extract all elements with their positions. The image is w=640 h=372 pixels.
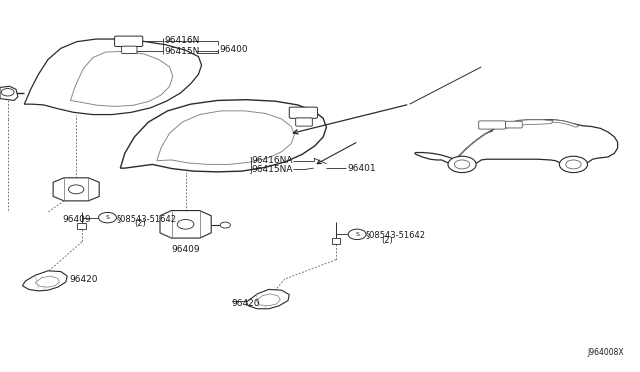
Text: 96415NA: 96415NA [251,165,292,174]
Polygon shape [120,100,326,172]
FancyBboxPatch shape [115,36,143,46]
Text: 96420: 96420 [232,299,260,308]
FancyBboxPatch shape [332,238,340,244]
Circle shape [566,160,581,169]
Circle shape [99,212,116,223]
Text: 96420: 96420 [69,275,98,284]
Polygon shape [256,294,280,306]
Polygon shape [495,120,554,128]
FancyBboxPatch shape [77,223,86,229]
Circle shape [220,222,230,228]
Text: 96409: 96409 [172,246,200,254]
Polygon shape [157,111,294,164]
Polygon shape [460,131,493,155]
Circle shape [68,185,84,194]
FancyBboxPatch shape [289,107,317,118]
Text: (2): (2) [134,219,146,228]
Text: §08543-51642: §08543-51642 [366,231,426,240]
Text: (2): (2) [381,236,393,245]
Circle shape [177,219,194,229]
Text: 96416N: 96416N [164,36,200,45]
Polygon shape [552,120,579,127]
Polygon shape [0,86,18,100]
Text: 96415N: 96415N [164,47,200,56]
Polygon shape [246,289,289,309]
Polygon shape [22,271,67,291]
FancyBboxPatch shape [479,121,506,129]
Text: 96401: 96401 [347,164,376,173]
Circle shape [1,89,14,96]
Text: J964008X: J964008X [588,348,624,357]
Polygon shape [415,120,618,166]
Circle shape [348,229,366,240]
Circle shape [454,160,470,169]
FancyBboxPatch shape [506,121,522,128]
Text: S: S [355,232,359,237]
Polygon shape [35,276,60,287]
Polygon shape [24,39,202,115]
Text: 96409: 96409 [63,215,92,224]
Text: 96416NA: 96416NA [251,156,292,165]
Polygon shape [53,178,99,201]
Polygon shape [70,51,173,106]
Text: S: S [106,215,109,220]
Text: §08543-51642: §08543-51642 [116,214,177,223]
FancyBboxPatch shape [122,46,137,54]
FancyBboxPatch shape [296,118,312,126]
Polygon shape [160,211,211,238]
Circle shape [559,156,588,173]
Circle shape [448,156,476,173]
Text: 96400: 96400 [219,45,248,54]
